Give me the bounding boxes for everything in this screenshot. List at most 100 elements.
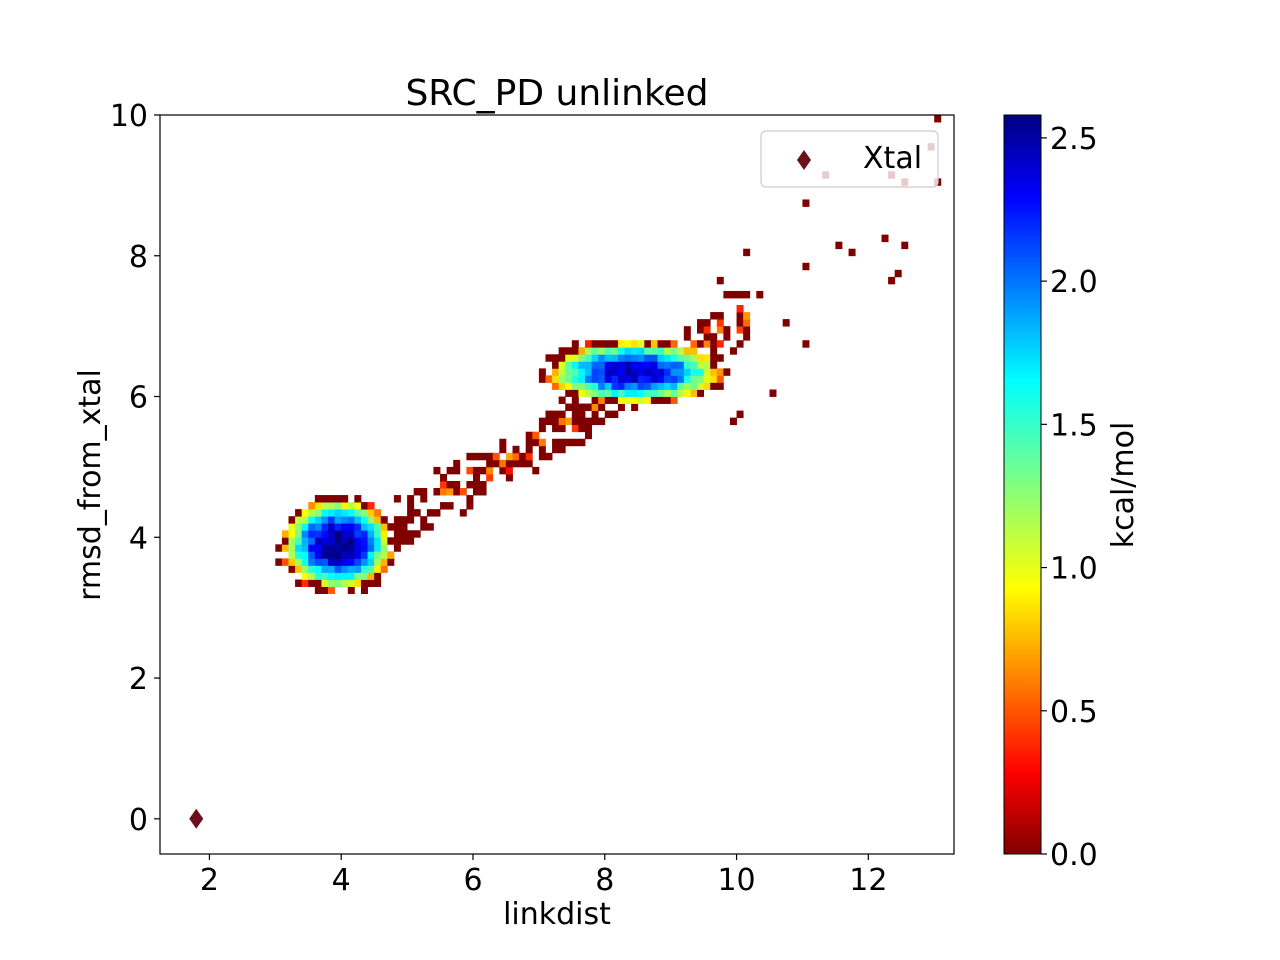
colorbar-label: kcal/mol	[1106, 422, 1141, 549]
heatmap-bin	[492, 452, 500, 461]
heatmap-bin	[670, 382, 678, 390]
heatmap-bin	[459, 509, 467, 517]
heatmap-bin	[723, 333, 731, 341]
heatmap-bin	[697, 319, 705, 327]
heatmap-bin	[328, 558, 336, 566]
heatmap-bin	[354, 537, 362, 545]
heatmap-bin	[479, 488, 487, 496]
heatmap-bin	[677, 354, 685, 362]
heatmap-bin	[314, 558, 322, 566]
heatmap-bin	[848, 248, 856, 257]
heatmap-bin	[519, 452, 527, 461]
heatmap-bin	[420, 495, 428, 503]
heatmap-bin	[354, 551, 362, 559]
heatmap-bin	[360, 579, 368, 587]
heatmap-bin	[710, 361, 718, 369]
heatmap-bin	[321, 530, 329, 538]
heatmap-bin	[525, 459, 533, 468]
heatmap-bin	[703, 382, 711, 390]
heatmap-bin	[321, 551, 329, 559]
heatmap-bin	[545, 417, 553, 426]
heatmap-bin	[697, 382, 705, 390]
heatmap-bin	[697, 389, 705, 397]
heatmap-bin	[690, 347, 698, 355]
heatmap-bin	[308, 523, 316, 531]
heatmap-bin	[591, 354, 599, 362]
heatmap-bin	[308, 502, 316, 510]
heatmap-bin	[683, 389, 691, 397]
heatmap-bin	[295, 516, 303, 524]
heatmap-bin	[440, 473, 448, 482]
heatmap-bin	[354, 509, 362, 517]
heatmap-bin	[407, 502, 415, 510]
colorbar-tick-label: 0.0	[1050, 838, 1098, 873]
heatmap-bin	[617, 396, 625, 404]
heatmap-bin	[433, 466, 441, 475]
heatmap-bin	[617, 375, 625, 383]
heatmap-bin	[552, 410, 560, 419]
heatmap-bin	[631, 382, 639, 390]
heatmap-bin	[710, 375, 718, 383]
y-tick-label: 10	[110, 99, 148, 134]
heatmap-bin	[571, 382, 579, 390]
heatmap-bin	[637, 347, 645, 355]
heatmap-bin	[802, 340, 810, 348]
heatmap-bin	[743, 248, 751, 257]
heatmap-bin	[697, 354, 705, 362]
legend-box	[760, 130, 939, 188]
heatmap-bin	[301, 558, 309, 566]
heatmap-bin	[341, 579, 349, 587]
heatmap-bin	[683, 333, 691, 341]
heatmap-bin	[334, 495, 342, 503]
heatmap-bin	[347, 565, 355, 573]
heatmap-bin	[611, 389, 619, 397]
heatmap-bin	[710, 368, 718, 376]
heatmap-bin	[578, 382, 586, 390]
heatmap-bin	[426, 509, 434, 517]
heatmap-bin	[347, 509, 355, 517]
heatmap-bin	[637, 396, 645, 404]
heatmap-bin	[650, 375, 658, 383]
heatmap-bin	[453, 480, 461, 489]
heatmap-bin	[558, 417, 566, 426]
heatmap-bin	[466, 495, 474, 503]
heatmap-bin	[736, 319, 744, 327]
heatmap-bin	[512, 452, 520, 461]
heatmap-bin	[683, 361, 691, 369]
heatmap-bin	[637, 389, 645, 397]
heatmap-bin	[585, 403, 592, 411]
y-axis-label: rmsd_from_xtal	[73, 369, 108, 601]
heatmap-bin	[644, 382, 652, 390]
heatmap-bin	[295, 544, 303, 552]
heatmap-bin	[360, 572, 368, 580]
heatmap-bin	[598, 354, 606, 362]
heatmap-bin	[328, 544, 336, 552]
heatmap-bin	[360, 509, 368, 517]
heatmap-bin	[328, 516, 336, 524]
heatmap-bin	[400, 530, 408, 538]
heatmap-bin	[328, 502, 336, 510]
heatmap-bin	[664, 347, 672, 355]
heatmap-bin	[374, 572, 382, 580]
heatmap-bin	[301, 537, 309, 545]
heatmap-bin	[341, 502, 349, 510]
heatmap-bin	[334, 523, 342, 531]
heatmap-bin	[314, 572, 322, 580]
heatmap-bin	[743, 333, 751, 341]
heatmap-bin	[538, 417, 546, 426]
heatmap-bin	[374, 551, 382, 559]
heatmap-bin	[565, 438, 573, 447]
heatmap-bin	[374, 544, 382, 552]
heatmap-bin	[591, 361, 599, 369]
heatmap-bin	[295, 558, 303, 566]
heatmap-bin	[301, 509, 309, 517]
heatmap-bin	[321, 502, 329, 510]
heatmap-bin	[420, 523, 428, 531]
heatmap-bin	[301, 523, 309, 531]
heatmap-bin	[716, 312, 724, 320]
heatmap-bin	[321, 565, 329, 573]
heatmap-bin	[558, 361, 566, 369]
heatmap-bin	[697, 340, 705, 348]
heatmap-bin	[519, 459, 527, 468]
heatmap-bin	[499, 438, 507, 447]
